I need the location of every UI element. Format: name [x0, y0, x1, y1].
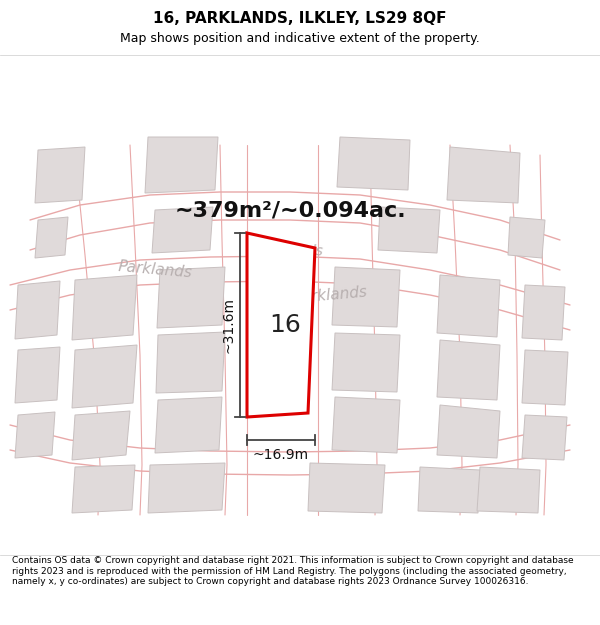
Polygon shape: [15, 347, 60, 403]
Polygon shape: [337, 137, 410, 190]
Text: Contains OS data © Crown copyright and database right 2021. This information is : Contains OS data © Crown copyright and d…: [12, 556, 574, 586]
Polygon shape: [418, 467, 480, 513]
Polygon shape: [378, 207, 440, 253]
Polygon shape: [15, 281, 60, 339]
Polygon shape: [447, 147, 520, 203]
Text: ~31.6m: ~31.6m: [221, 297, 235, 353]
Polygon shape: [308, 463, 385, 513]
Polygon shape: [35, 147, 85, 203]
Polygon shape: [72, 275, 137, 340]
Polygon shape: [332, 267, 400, 327]
Polygon shape: [522, 350, 568, 405]
Polygon shape: [332, 333, 400, 392]
Text: ~379m²/~0.094ac.: ~379m²/~0.094ac.: [174, 200, 406, 220]
Polygon shape: [35, 217, 68, 258]
Polygon shape: [145, 137, 218, 193]
Text: Map shows position and indicative extent of the property.: Map shows position and indicative extent…: [120, 32, 480, 45]
Polygon shape: [72, 465, 135, 513]
Polygon shape: [155, 397, 222, 453]
Polygon shape: [152, 207, 213, 253]
Polygon shape: [522, 415, 567, 460]
Polygon shape: [156, 332, 225, 393]
Polygon shape: [148, 463, 225, 513]
Text: Parklands: Parklands: [117, 259, 193, 281]
Polygon shape: [508, 217, 545, 258]
Polygon shape: [72, 345, 137, 408]
Polygon shape: [72, 411, 130, 460]
Text: 16, PARKLANDS, ILKLEY, LS29 8QF: 16, PARKLANDS, ILKLEY, LS29 8QF: [153, 11, 447, 26]
Polygon shape: [437, 340, 500, 400]
Polygon shape: [247, 233, 315, 417]
Text: Parklands: Parklands: [292, 284, 368, 306]
Text: ~16.9m: ~16.9m: [253, 448, 309, 462]
Polygon shape: [437, 405, 500, 458]
Polygon shape: [477, 467, 540, 513]
Polygon shape: [157, 267, 225, 328]
Text: 16: 16: [269, 313, 301, 337]
Polygon shape: [332, 397, 400, 453]
Text: Parklands: Parklands: [256, 241, 324, 259]
Polygon shape: [15, 412, 55, 458]
Polygon shape: [437, 275, 500, 337]
Polygon shape: [522, 285, 565, 340]
